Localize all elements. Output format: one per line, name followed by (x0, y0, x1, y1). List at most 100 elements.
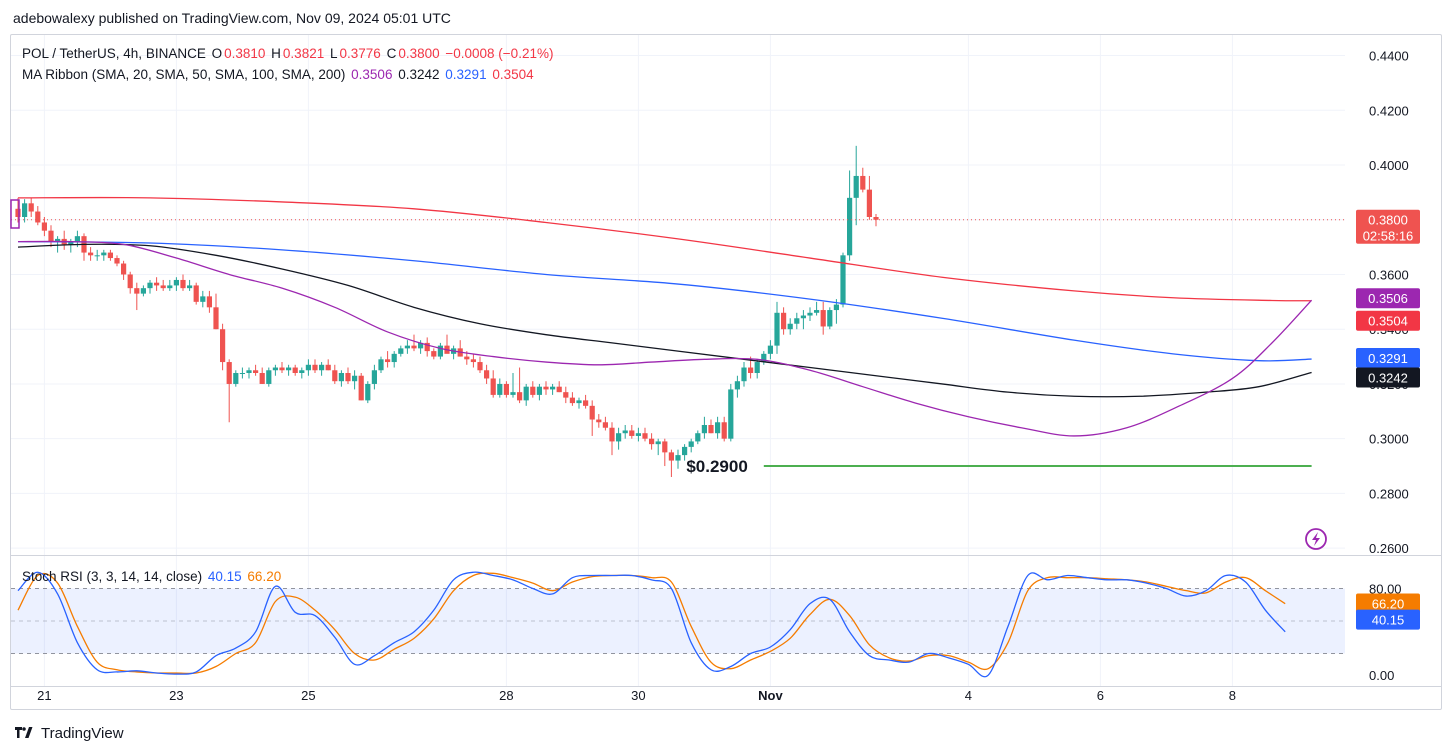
ma50-badge-text: 0.3242 (1368, 370, 1408, 385)
candle-up (305, 364, 311, 371)
candle-down (470, 359, 476, 363)
ma100-badge-text: 0.3291 (1368, 351, 1408, 366)
chart-frame (10, 34, 1442, 710)
candle-up (510, 392, 516, 395)
candle-down (220, 329, 226, 363)
candle-up (200, 296, 206, 302)
ma50-badge-bg (1356, 367, 1420, 388)
candle-up (622, 430, 628, 434)
stoch-d-badge-text: 66.20 (1372, 596, 1405, 611)
time-tick-label: 23 (169, 688, 183, 703)
stoch-band (11, 588, 1345, 654)
candle-up (286, 367, 292, 371)
candle-up (140, 288, 146, 294)
stoch-k-badge-text: 40.15 (1372, 613, 1405, 628)
left-marker (10, 199, 20, 229)
candle-up (299, 370, 305, 373)
price-tick-label: 0.4200 (1369, 103, 1409, 118)
candle-up (814, 310, 820, 313)
candle-down (781, 312, 787, 330)
candle-up (550, 386, 556, 390)
ma20-badge-bg (1356, 288, 1420, 309)
time-tick-label: 21 (37, 688, 51, 703)
candle-up (715, 422, 721, 434)
candle-up (147, 282, 153, 289)
ma-legend: MA Ribbon (SMA, 20, SMA, 50, SMA, 100, S… (22, 67, 536, 82)
candle-down (629, 430, 635, 436)
candle-down (748, 367, 754, 373)
stoch-title: Stoch RSI (3, 3, 14, 14, close) (22, 569, 203, 584)
candle-up (728, 389, 734, 439)
price-tick-label: 0.2600 (1369, 541, 1409, 556)
candle-up (187, 285, 193, 289)
candle-down (490, 378, 496, 395)
candle-down (279, 367, 285, 371)
candle-up (767, 345, 773, 354)
candle-up (239, 373, 245, 374)
candle-down (649, 438, 655, 445)
footer-brand[interactable]: TradingView (13, 725, 124, 742)
candle-up (266, 370, 272, 384)
candle-down (48, 230, 54, 242)
candle-down (127, 274, 133, 289)
stoch-d-value: 66.20 (247, 569, 282, 584)
support-line-group: $0.2900 (686, 457, 1312, 476)
ma200-line (17, 196, 1312, 302)
candle-up (754, 362, 760, 373)
candle-down (35, 211, 41, 223)
flash-icon-bolt (1312, 532, 1320, 546)
candle-up (167, 285, 173, 289)
candle-up (319, 364, 325, 371)
stoch-levels (11, 588, 1345, 654)
flash-icon (10, 199, 1327, 550)
candles (15, 145, 879, 477)
symbol-label: POL / TetherUS, 4h, BINANCE (22, 46, 206, 61)
candle-down (226, 362, 232, 384)
ma50-value: 0.3242 (398, 67, 440, 82)
stoch-d-line (17, 572, 1286, 675)
candle-up (523, 386, 529, 401)
ma50-line (17, 243, 1312, 398)
candle-down (464, 356, 470, 360)
ma20-value: 0.3506 (351, 67, 393, 82)
candle-up (807, 312, 813, 316)
current-price-badge-bg (1356, 209, 1420, 244)
candle-down (431, 351, 437, 357)
current-price-badge-text: 02:58:16 (1363, 229, 1414, 244)
candle-up (272, 367, 278, 371)
candle-up (576, 400, 582, 404)
candle-up (352, 375, 358, 382)
candle-down (563, 392, 569, 398)
candle-down (312, 364, 318, 371)
stoch-tick-label: 0.00 (1369, 668, 1394, 683)
candle-up (616, 433, 622, 442)
candle-down (358, 375, 364, 401)
candle-down (530, 386, 536, 395)
candle-down (820, 310, 826, 327)
candle-up (55, 238, 61, 242)
high-value: 0.3821 (282, 46, 325, 61)
candle-down (193, 285, 199, 302)
stoch-k-badge-bg (1356, 609, 1420, 630)
candle-down (873, 217, 879, 220)
time-tick-label: 6 (1097, 688, 1104, 703)
candle-up (827, 310, 833, 327)
time-tick-label: 30 (631, 688, 645, 703)
candle-down (668, 452, 674, 461)
price-tick-label: 0.4000 (1369, 158, 1409, 173)
time-tick-label: 28 (499, 688, 513, 703)
candle-down (134, 288, 140, 294)
candle-down (345, 373, 351, 382)
candle-down (114, 258, 120, 264)
candle-up (101, 252, 107, 256)
candle-up (682, 446, 688, 456)
candle-up (68, 241, 74, 245)
ma20-line (17, 240, 1313, 437)
candle-down (662, 441, 668, 453)
candle-down (721, 422, 727, 439)
candle-down (253, 370, 259, 373)
candle-up (94, 255, 100, 257)
support-label: $0.2900 (686, 457, 747, 476)
